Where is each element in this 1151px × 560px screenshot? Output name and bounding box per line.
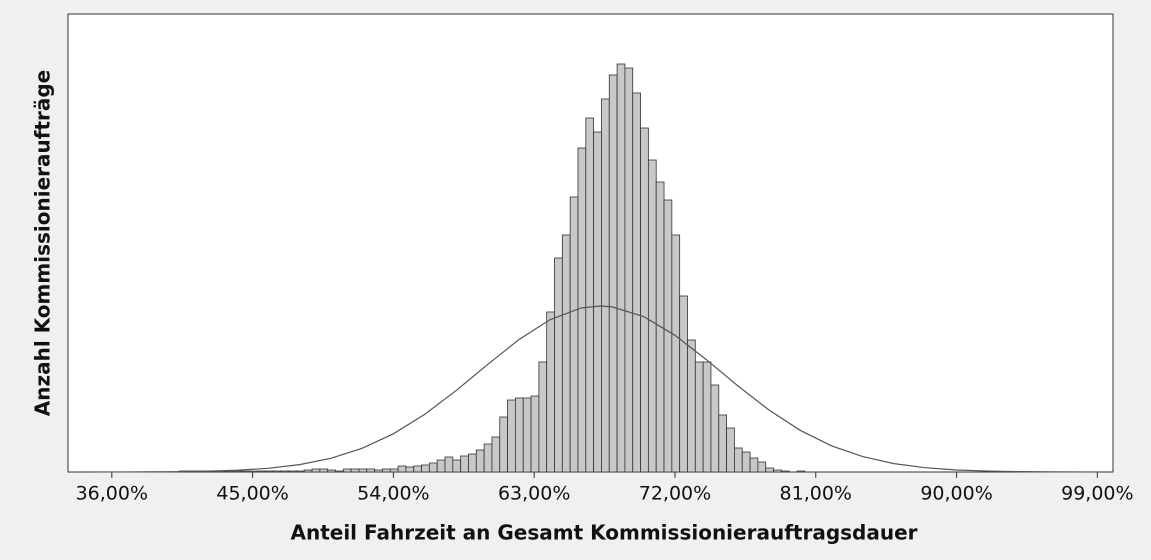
bar: [225, 470, 235, 473]
bar: [241, 470, 250, 473]
bar: [647, 159, 657, 473]
bar: [702, 361, 712, 473]
bar: [303, 469, 313, 473]
bar: [272, 470, 282, 473]
x-axis-label: Anteil Fahrzeit an Gesamt Kommissioniera…: [290, 521, 917, 545]
bar: [569, 196, 579, 473]
bar: [264, 470, 274, 473]
bar: [679, 295, 688, 473]
bar: [663, 199, 673, 473]
bar: [585, 117, 595, 473]
bar: [249, 470, 258, 473]
bar: [765, 467, 774, 473]
bar: [256, 470, 266, 473]
bar: [522, 397, 532, 473]
bar: [311, 468, 321, 473]
x-tick-label: 45,00%: [216, 483, 288, 505]
bar: [342, 468, 352, 473]
bar: [483, 443, 493, 473]
bar: [436, 459, 446, 473]
x-tick-label: 99,00%: [1061, 483, 1133, 505]
x-tick-label: 54,00%: [357, 483, 429, 505]
bar: [397, 465, 407, 473]
bar: [491, 436, 501, 473]
bar: [601, 98, 610, 473]
bar: [632, 92, 641, 473]
bar: [389, 468, 399, 473]
bar: [475, 449, 485, 473]
x-tick-label: 36,00%: [76, 483, 148, 505]
bar: [780, 470, 790, 473]
bar: [335, 470, 344, 473]
bar: [694, 361, 704, 473]
bar: [507, 399, 516, 473]
bar: [749, 457, 759, 473]
bar: [382, 468, 391, 473]
bar: [530, 395, 540, 473]
bar: [577, 147, 587, 473]
bar: [413, 465, 422, 473]
bar: [796, 470, 806, 473]
bar: [741, 451, 751, 473]
bar: [624, 67, 634, 473]
bar: [358, 468, 368, 473]
x-tick-label: 72,00%: [639, 483, 711, 505]
bar: [421, 464, 430, 473]
bar: [280, 470, 289, 473]
bar: [460, 455, 469, 473]
x-tick-label: 81,00%: [780, 483, 852, 505]
bar: [444, 456, 454, 473]
bar: [608, 74, 618, 473]
bar: [499, 416, 508, 473]
bar: [671, 234, 681, 473]
bar: [538, 361, 548, 473]
bar: [546, 311, 555, 473]
bar: [468, 453, 477, 473]
bar: [288, 470, 297, 473]
bar: [554, 257, 563, 473]
bar: [428, 462, 438, 473]
fit-curve: [80, 305, 1114, 473]
bar: [561, 234, 571, 473]
bar: [640, 127, 649, 473]
bar: [773, 469, 782, 473]
bar: [374, 469, 383, 473]
bar: [734, 447, 743, 473]
bar: [726, 427, 735, 473]
bar: [233, 470, 243, 473]
bar: [710, 384, 720, 473]
bar: [687, 339, 696, 473]
bar: [405, 466, 415, 473]
bar: [366, 468, 376, 473]
bar: [593, 131, 602, 473]
bar: [515, 397, 524, 473]
bar: [327, 469, 336, 473]
bar: [295, 470, 305, 473]
bar: [757, 461, 767, 473]
bar: [350, 468, 360, 473]
y-axis-label: Anzahl Kommissionieraufträge: [31, 70, 55, 417]
bar: [616, 63, 626, 473]
bar: [452, 459, 462, 473]
bar: [718, 414, 728, 473]
x-tick-label: 63,00%: [498, 483, 570, 505]
x-tick-label: 90,00%: [920, 483, 992, 505]
bar: [319, 468, 329, 473]
